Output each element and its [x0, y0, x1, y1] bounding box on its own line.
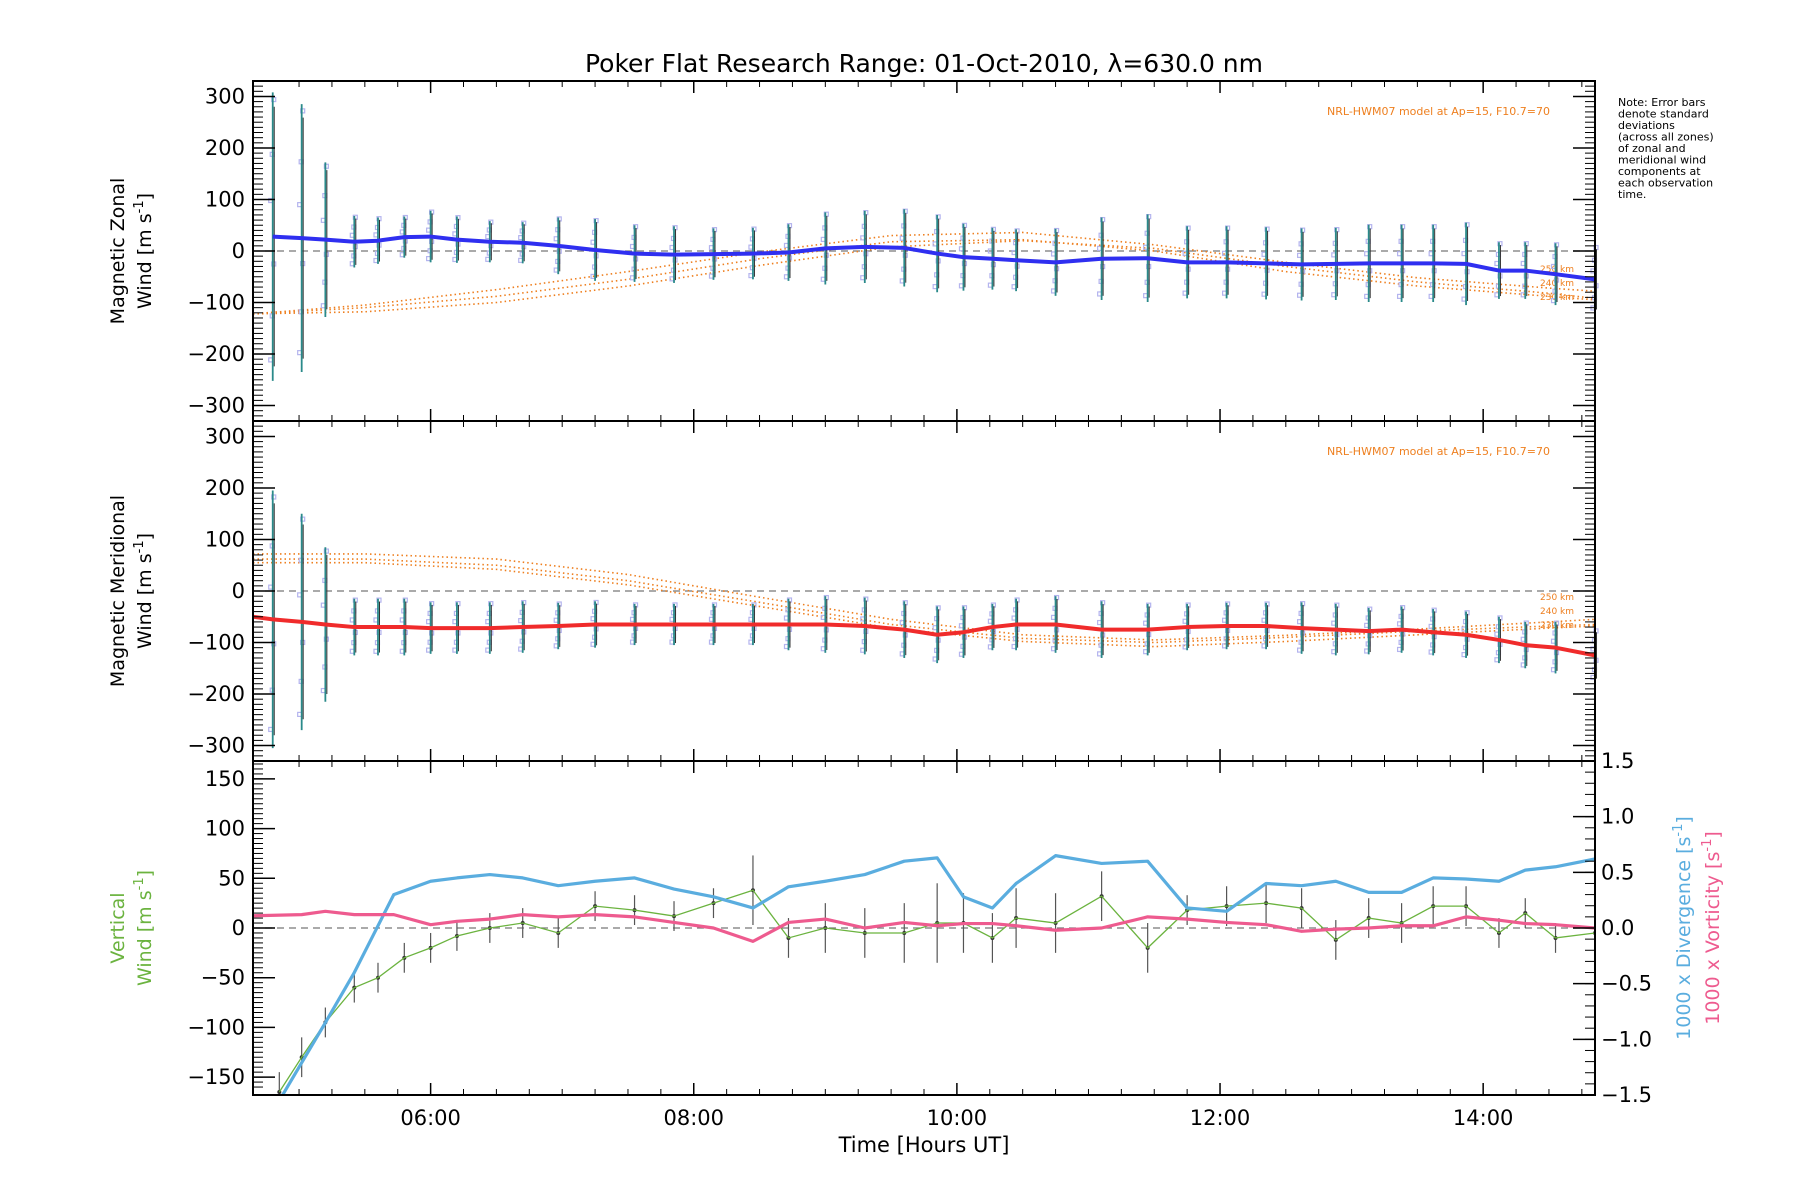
vertical-panel: 150 100 50 0 −50 −100 −150 1.5 1.0 0.5 0.0 −0.5 −1.0… [107, 749, 1724, 1157]
vertical-wind-line [278, 889, 1595, 1093]
y-tick-label: 100 [205, 187, 245, 211]
y-tick-label: 0 [232, 579, 245, 603]
note-line: (across all zones) [1618, 131, 1714, 144]
model-curve [252, 239, 1596, 315]
y-tick-label: −150 [187, 1065, 245, 1089]
vorticity-line [253, 909, 1595, 943]
chart-title: Poker Flat Research Range: 01-Oct-2010, … [585, 49, 1263, 78]
x-tick-label: 08:00 [663, 1106, 724, 1130]
right-tick-label: 1.5 [1601, 749, 1634, 773]
vertical-ylabel: Vertical [107, 892, 129, 963]
zone-marker [323, 548, 329, 554]
x-axis-label: Time [Hours UT] [838, 1133, 1010, 1157]
meridional-ylabel-units: Wind [m s-1] [132, 533, 156, 649]
y-tick-label: −100 [187, 291, 245, 315]
model-curve [253, 558, 1596, 644]
zone-marker [323, 163, 329, 169]
note-line: meridional wind [1618, 154, 1706, 167]
divergence-line [280, 854, 1595, 1095]
model-curve [253, 561, 1596, 648]
meridional-wind-line [252, 614, 1596, 658]
zone-marker [1100, 216, 1106, 223]
zone-marker [1464, 222, 1470, 228]
x-tick-label: 12:00 [1190, 1106, 1251, 1130]
y-tick-label: 50 [218, 866, 245, 890]
meridional-ylabel: Magnetic Meridional [107, 495, 129, 687]
note-line: each observation [1618, 177, 1713, 190]
y-tick-label: −100 [187, 631, 245, 655]
note-line: deviations [1618, 119, 1675, 132]
y-tick-label: −100 [187, 1015, 245, 1039]
vorticity-ylabel: 1000 x Vorticity [s-1] [1700, 831, 1724, 1025]
note-line: denote standard [1618, 108, 1709, 121]
right-tick-label: −1.0 [1601, 1027, 1652, 1051]
y-tick-label: −50 [201, 966, 245, 990]
x-tick-label: 14:00 [1453, 1106, 1514, 1130]
zone-marker [271, 494, 277, 500]
right-tick-label: −1.5 [1601, 1083, 1652, 1107]
zone-marker [300, 516, 306, 522]
meridional-model-label: NRL-HWM07 model at Ap=15, F10.7=70 [1327, 445, 1550, 458]
zonal-model-label: NRL-HWM07 model at Ap=15, F10.7=70 [1327, 105, 1550, 118]
zone-marker [300, 108, 306, 114]
note-line: Note: Error bars [1618, 96, 1706, 109]
model-height-label: 250 km [1540, 593, 1574, 603]
vertical-ylabel-units: Wind [m s-1] [132, 870, 156, 986]
zonal-ylabel-units: Wind [m s-1] [132, 193, 156, 309]
y-tick-label: −300 [187, 394, 245, 418]
y-tick-label: 200 [205, 136, 245, 160]
y-tick-label: −200 [187, 682, 245, 706]
model-curve [253, 553, 1596, 641]
y-tick-label: 0 [232, 916, 245, 940]
zone-marker [271, 96, 277, 103]
divergence-ylabel: 1000 x Divergence [s-1] [1671, 816, 1695, 1040]
y-tick-label: 200 [205, 476, 245, 500]
y-tick-label: 150 [205, 767, 245, 791]
zonal-ylabel: Magnetic Zonal [107, 178, 129, 325]
model-height-label: 240 km [1540, 607, 1574, 617]
zonal-wind-line [272, 234, 1596, 282]
y-tick-label: 300 [205, 84, 245, 108]
model-curve [252, 238, 1596, 315]
y-tick-label: 100 [205, 817, 245, 841]
y-tick-label: 100 [205, 527, 245, 551]
note-line: of zonal and [1618, 142, 1686, 155]
zone-marker [1146, 214, 1152, 220]
y-tick-label: −200 [187, 342, 245, 366]
right-tick-label: 0.0 [1601, 916, 1634, 940]
x-tick-label: 06:00 [400, 1106, 461, 1130]
y-tick-label: 0 [232, 239, 245, 263]
y-tick-label: −300 [187, 734, 245, 758]
note-line: time. [1618, 188, 1646, 201]
y-tick-label: 300 [205, 424, 245, 448]
x-tick-label: 10:00 [927, 1106, 988, 1130]
vertical-series-group [253, 854, 1595, 1095]
right-tick-label: 0.5 [1601, 860, 1634, 884]
right-tick-label: −0.5 [1601, 972, 1652, 996]
note-line: components at [1618, 165, 1701, 178]
right-tick-label: 1.0 [1601, 805, 1634, 829]
